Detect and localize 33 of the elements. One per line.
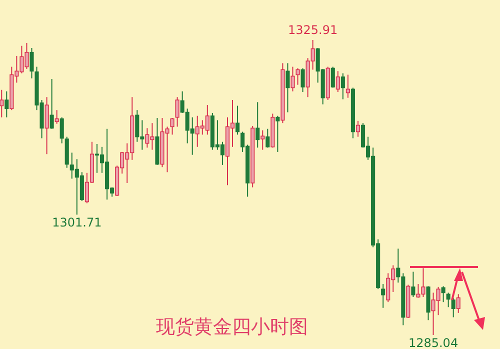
candlestick (4, 90, 9, 118)
candlestick (235, 105, 240, 136)
candlestick (456, 294, 460, 314)
candlestick (256, 102, 260, 148)
candlestick (441, 286, 446, 303)
candlestick (60, 116, 64, 144)
annotation: 1285.04 (408, 336, 458, 349)
candlestick (260, 130, 265, 150)
candlestick (170, 118, 174, 136)
candlestick (0, 89, 4, 118)
candlestick (276, 115, 280, 152)
candlestick (44, 96, 49, 155)
candlestick (54, 110, 59, 124)
candlestick (175, 96, 180, 128)
candlestick (50, 78, 54, 130)
candlestick (296, 68, 300, 86)
candlestick (336, 70, 340, 93)
candlestick (290, 66, 295, 92)
candlestick (330, 66, 335, 88)
text: 现货黄金四小时图 (156, 317, 308, 338)
candlestick (356, 120, 360, 138)
candlestick (346, 74, 350, 98)
candlestick (446, 292, 450, 308)
candlestick (381, 284, 386, 308)
candlestick (300, 68, 305, 93)
candlestick (30, 48, 34, 79)
candlestick (340, 72, 345, 100)
candlestick (451, 297, 456, 318)
candlestick (266, 128, 270, 148)
annotation: 1325.91 (288, 23, 338, 37)
candlestick (286, 62, 290, 113)
annotation: 1301.71 (52, 216, 102, 230)
candlestick (411, 271, 416, 298)
